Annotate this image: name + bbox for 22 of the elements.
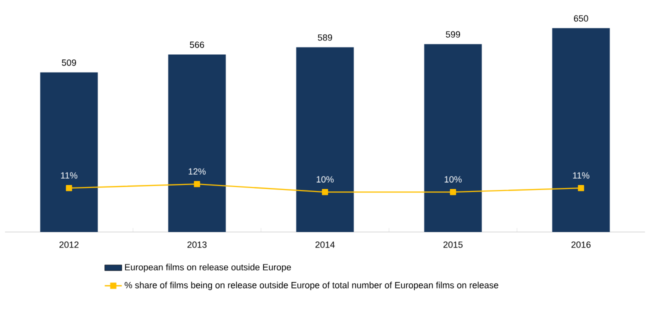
bar (552, 28, 610, 232)
data-label: 10% (444, 176, 462, 183)
x-tick-label: 2013 (187, 241, 207, 248)
data-label: 566 (190, 42, 204, 48)
data-label: 599 (446, 31, 460, 38)
bar (424, 44, 482, 232)
data-label: 11% (61, 172, 78, 179)
data-label: 10% (316, 176, 334, 183)
bar (168, 54, 226, 232)
data-label: 11% (573, 172, 590, 179)
bar (296, 47, 354, 232)
legend-label: % share of films being on release outside Europe of total number of European films on release (124, 282, 498, 290)
data-label: 12% (188, 168, 206, 175)
x-tick-label: 2015 (443, 241, 463, 248)
x-tick-label: 2012 (59, 241, 79, 248)
bar (40, 72, 98, 232)
data-label: 650 (574, 15, 588, 22)
legend-label: European films on release outside Europe (125, 264, 291, 272)
x-tick-label: 2016 (571, 241, 591, 248)
x-tick-label: 2014 (315, 241, 335, 248)
data-label: 589 (318, 34, 332, 41)
data-label: 509 (62, 59, 76, 66)
